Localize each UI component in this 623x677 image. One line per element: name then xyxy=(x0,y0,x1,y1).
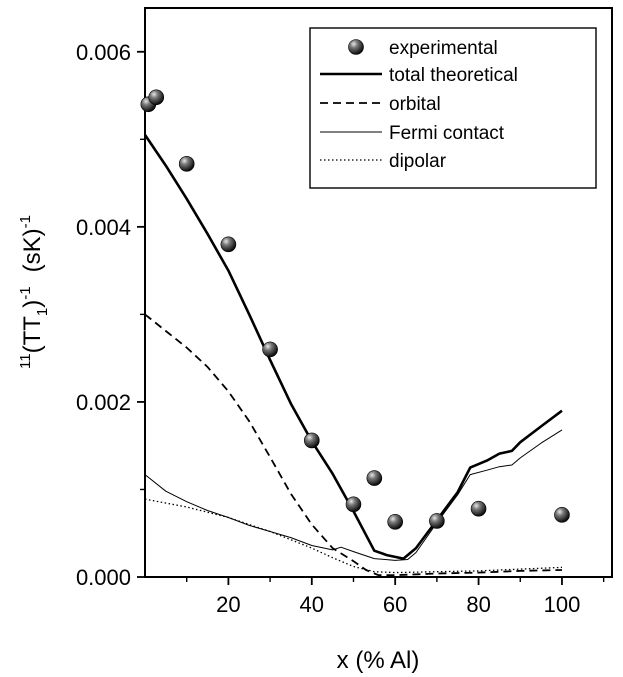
y-axis-title: 11(TT1)-1(sK)-1 xyxy=(17,215,51,369)
legend-label-dipolar: dipolar xyxy=(389,151,447,172)
y-tick-label: 0.004 xyxy=(76,215,131,240)
legend-label-fermi-contact: Fermi contact xyxy=(389,123,505,144)
legend-marker-experimental xyxy=(349,40,364,55)
x-axis-title: x (% Al) xyxy=(337,647,420,674)
data-point-experimental xyxy=(471,501,486,516)
y-tick-label: 0.000 xyxy=(76,565,131,590)
data-point-experimental xyxy=(304,433,319,448)
data-point-experimental xyxy=(263,342,278,357)
data-point-experimental xyxy=(149,90,164,105)
data-point-experimental xyxy=(221,237,236,252)
y-title-prefix: 11 xyxy=(17,353,34,369)
data-point-experimental xyxy=(346,497,361,512)
x-tick-label: 60 xyxy=(383,592,407,617)
y-title-main: (TT xyxy=(19,316,46,354)
series-line-fermi-contact xyxy=(145,430,562,561)
x-tick-label: 40 xyxy=(300,592,324,617)
y-tick-label: 0.006 xyxy=(76,40,131,65)
y-title-exp2: -1 xyxy=(17,215,34,228)
data-point-experimental xyxy=(367,471,382,486)
legend-label-orbital: orbital xyxy=(389,94,441,115)
y-tick-label: 0.002 xyxy=(76,390,131,415)
data-point-experimental xyxy=(388,514,403,529)
svg-text:11(TT1)-1(sK)-1: 11(TT1)-1(sK)-1 xyxy=(17,215,51,369)
y-title-sub: 1 xyxy=(34,308,51,316)
series-line-orbital xyxy=(145,314,562,575)
series-line-total-theoretical xyxy=(145,135,562,559)
y-title-unit: (sK) xyxy=(19,228,46,272)
y-title-close: ) xyxy=(19,300,46,308)
y-title-exp1: -1 xyxy=(17,286,34,299)
x-tick-label: 20 xyxy=(216,592,240,617)
x-tick-label: 80 xyxy=(466,592,490,617)
legend-label-experimental: experimental xyxy=(389,38,498,59)
data-point-experimental xyxy=(429,513,444,528)
legend-label-total-theoretical: total theoretical xyxy=(389,65,518,86)
legend: experimental total theoretical orbital F… xyxy=(310,28,596,188)
x-tick-label: 100 xyxy=(544,592,581,617)
data-point-experimental xyxy=(179,156,194,171)
data-point-experimental xyxy=(554,507,569,522)
